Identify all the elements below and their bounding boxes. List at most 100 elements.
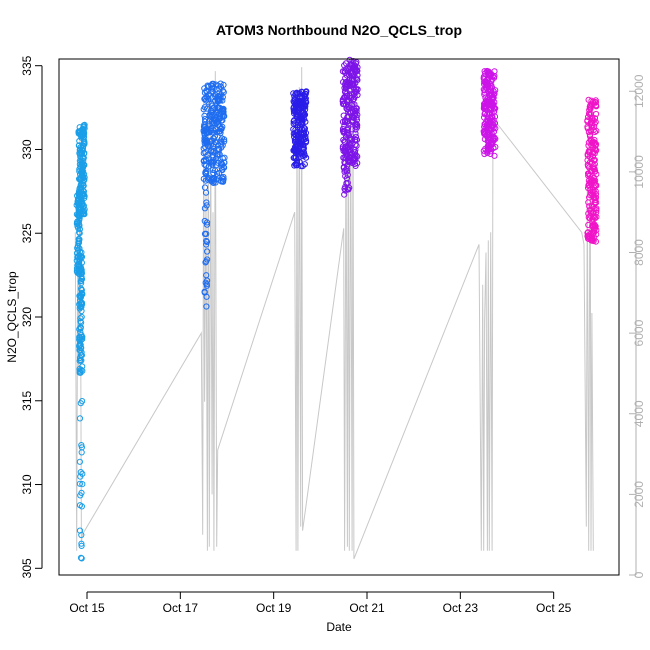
data-point	[588, 179, 595, 186]
data-point	[341, 67, 348, 74]
y-tick-label: 325	[20, 223, 34, 243]
data-point	[77, 150, 84, 157]
data-point	[354, 160, 361, 167]
data-point	[341, 94, 349, 101]
data-point	[297, 130, 305, 137]
data-point	[201, 161, 208, 168]
data-point	[481, 103, 489, 111]
data-point	[343, 150, 350, 157]
data-point	[484, 80, 491, 88]
data-point	[203, 221, 211, 228]
data-point	[78, 555, 85, 562]
data-point	[488, 100, 495, 107]
data-point	[76, 415, 84, 422]
data-point	[489, 133, 496, 140]
data-point	[77, 267, 84, 275]
data-point	[591, 150, 598, 157]
series-4	[339, 56, 361, 198]
x-axis-label: Date	[326, 620, 352, 634]
data-point	[342, 167, 349, 174]
data-point	[340, 100, 348, 108]
data-point	[77, 400, 84, 407]
data-point	[201, 184, 209, 191]
data-point	[208, 158, 215, 165]
data-point	[345, 103, 352, 111]
data-point	[216, 93, 223, 100]
data-point	[77, 263, 84, 270]
data-point	[590, 223, 597, 230]
data-point	[488, 126, 495, 133]
data-point	[590, 140, 598, 147]
data-point	[487, 80, 494, 88]
data-point	[585, 110, 593, 117]
data-point	[351, 149, 358, 156]
y-tick-label: 315	[20, 390, 34, 410]
data-point	[221, 113, 228, 120]
data-point	[203, 105, 211, 112]
data-point	[78, 349, 85, 356]
y-tick-label: 330	[20, 139, 34, 159]
data-point	[209, 111, 216, 119]
data-point	[485, 100, 492, 107]
data-point	[589, 216, 596, 223]
data-point	[296, 139, 303, 146]
data-point	[483, 81, 490, 88]
chart-title: ATOM3 Northbound N2O_QCLS_trop	[216, 22, 462, 38]
data-point	[481, 111, 488, 118]
y-tick-label: 305	[20, 558, 34, 578]
data-point	[78, 449, 85, 456]
data-point	[590, 148, 597, 155]
data-point	[78, 344, 85, 351]
data-point	[352, 137, 359, 144]
data-point	[351, 63, 359, 70]
data-point	[75, 239, 82, 246]
data-point	[76, 190, 83, 197]
data-point	[348, 135, 355, 142]
data-point	[207, 148, 215, 155]
data-point	[484, 130, 492, 137]
data-point	[221, 138, 228, 145]
data-point	[343, 118, 351, 125]
data-point	[341, 144, 349, 151]
data-point	[291, 147, 298, 154]
data-point	[346, 72, 353, 79]
data-point	[350, 146, 357, 153]
data-point	[77, 128, 84, 135]
data-point	[591, 174, 598, 181]
data-point	[585, 199, 592, 206]
series-3	[290, 88, 310, 170]
data-point	[485, 70, 493, 77]
data-point	[203, 241, 210, 248]
data-point	[342, 187, 349, 194]
data-point	[591, 195, 598, 202]
data-point	[211, 175, 218, 182]
data-point	[201, 288, 208, 295]
data-point	[491, 152, 498, 159]
series-6	[584, 96, 600, 245]
data-point	[203, 272, 210, 279]
data-point	[340, 154, 347, 161]
series-5	[480, 67, 499, 159]
data-point	[203, 293, 210, 300]
data-point	[345, 186, 352, 193]
data-point	[77, 293, 84, 300]
data-point	[217, 125, 224, 132]
y2-tick-label: 8000	[632, 239, 646, 266]
data-point	[301, 92, 308, 99]
data-point	[352, 86, 359, 93]
data-point	[206, 91, 213, 98]
data-point	[203, 238, 211, 245]
data-point	[347, 83, 354, 90]
data-point	[213, 120, 220, 127]
data-point	[585, 113, 592, 121]
points-layer	[73, 56, 600, 562]
data-point	[80, 158, 87, 165]
data-point	[76, 221, 83, 228]
data-point	[77, 469, 84, 476]
data-point	[80, 188, 88, 195]
plot-frame	[58, 58, 620, 576]
x-tick-label: Oct 15	[69, 601, 105, 615]
data-point	[209, 161, 216, 168]
data-point	[221, 159, 228, 166]
